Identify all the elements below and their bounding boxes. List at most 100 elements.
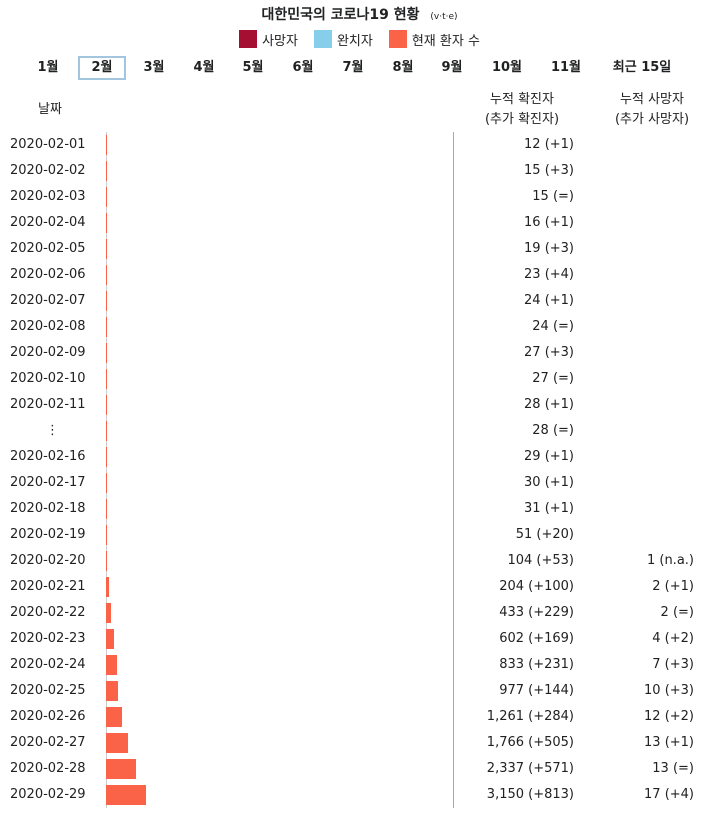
bar-active (106, 681, 119, 701)
tab-month-5[interactable]: 5월 (242, 60, 264, 75)
deaths-label (600, 392, 694, 418)
table-row: 2020-02-23 602 (+169) 4 (+2) (0, 626, 719, 652)
bar-group (106, 135, 107, 155)
cases-label: 31 (+1) (524, 501, 574, 516)
table-row: ⋮ 28 (=) (0, 418, 719, 444)
bar-group (106, 447, 107, 467)
table-row: 2020-02-26 1,261 (+284) 12 (+2) (0, 704, 719, 730)
cases-label: 19 (+3) (524, 241, 574, 256)
view-link[interactable]: v (433, 12, 440, 22)
legend-label-recovered: 완치자 (336, 33, 373, 49)
bar-group (106, 655, 117, 675)
bar-group (106, 603, 112, 623)
tab-month-11[interactable]: 11월 (550, 60, 582, 75)
deaths-label (600, 158, 694, 184)
bar-active (106, 733, 129, 753)
row-date: 2020-02-23 (10, 631, 86, 646)
row-date: 2020-02-07 (10, 293, 86, 308)
tab-month-8[interactable]: 8월 (392, 60, 414, 75)
tab-month-10[interactable]: 10월 (491, 60, 523, 75)
bar-active (106, 213, 107, 233)
column-separator (453, 132, 454, 808)
bar-group (106, 213, 107, 233)
cases-label: 2,337 (+571) (486, 761, 574, 776)
deaths-label: 4 (+2) (652, 631, 694, 646)
tab-month-2[interactable]: 2월 (78, 56, 126, 80)
bar-group (106, 681, 119, 701)
bar-group (106, 239, 107, 259)
deaths-label: 1 (n.a.) (646, 553, 694, 568)
bar-group (106, 525, 107, 545)
legend-swatch-active (388, 30, 407, 48)
row-date: 2020-02-21 (10, 579, 86, 594)
header-deaths-line2: (추가 사망자) (614, 112, 690, 127)
bar-active (106, 499, 107, 519)
bar-group (106, 499, 107, 519)
table-row: 2020-02-01 12 (+1) (0, 132, 719, 158)
vte-links: (v·t·e) (430, 12, 458, 22)
legend-item-deaths: 사망자 (239, 30, 298, 49)
row-date: 2020-02-11 (10, 397, 86, 412)
header-date: 날짜 (38, 102, 62, 117)
month-tabs: 1월 2월 3월 4월 5월 6월 7월 8월 9월 10월 11월 최근 15… (0, 56, 719, 82)
deaths-label (600, 366, 694, 392)
table-row: 2020-02-04 16 (+1) (0, 210, 719, 236)
table-row: 2020-02-21 204 (+100) 2 (+1) (0, 574, 719, 600)
tab-month-7[interactable]: 7월 (342, 60, 364, 75)
row-date: 2020-02-19 (10, 527, 86, 542)
bar-active (106, 421, 107, 441)
bar-active (106, 551, 108, 571)
bar-active (106, 161, 107, 181)
tab-recent-15-days[interactable]: 최근 15일 (612, 60, 672, 75)
deaths-label: 2 (+1) (652, 579, 694, 594)
bar-group (106, 577, 109, 597)
deaths-label (600, 132, 694, 158)
table-row: 2020-02-10 27 (=) (0, 366, 719, 392)
row-date: 2020-02-29 (10, 787, 86, 802)
row-date: 2020-02-02 (10, 163, 86, 178)
talk-link[interactable]: t (442, 12, 446, 22)
bar-active (106, 603, 112, 623)
table-row: 2020-02-24 833 (+231) 7 (+3) (0, 652, 719, 678)
row-date: ⋮ (46, 423, 59, 438)
legend-swatch-deaths (239, 30, 258, 48)
tab-month-9[interactable]: 9월 (441, 60, 463, 75)
cases-label: 977 (+144) (499, 683, 574, 698)
legend-item-recovered: 완치자 (313, 30, 373, 49)
legend-item-active: 현재 환자 수 (388, 30, 480, 49)
cases-label: 16 (+1) (524, 215, 574, 230)
cases-label: 602 (+169) (499, 631, 574, 646)
bar-active (106, 265, 107, 285)
bar-group (106, 161, 107, 181)
cases-label: 3,150 (+813) (486, 787, 574, 802)
cases-label: 12 (+1) (524, 137, 574, 152)
bar-active (106, 473, 107, 493)
table-row: 2020-02-20 104 (+53) 1 (n.a.) (0, 548, 719, 574)
bar-group (106, 551, 108, 571)
tab-month-4[interactable]: 4월 (193, 60, 215, 75)
edit-link[interactable]: e (448, 12, 455, 22)
tab-month-6[interactable]: 6월 (292, 60, 314, 75)
table-row: 2020-02-28 2,337 (+571) 13 (=) (0, 756, 719, 782)
bar-active (106, 369, 107, 389)
deaths-label: 12 (+2) (644, 709, 694, 724)
table-row: 2020-02-17 30 (+1) (0, 470, 719, 496)
cases-label: 27 (=) (532, 371, 574, 386)
cases-label: 24 (=) (532, 319, 574, 334)
bar-group (106, 395, 107, 415)
deaths-label (600, 470, 694, 496)
deaths-label: 2 (=) (660, 605, 694, 620)
cases-label: 104 (+53) (507, 553, 574, 568)
table-row: 2020-02-27 1,766 (+505) 13 (+1) (0, 730, 719, 756)
bar-axis-line (106, 132, 107, 808)
deaths-label (600, 262, 694, 288)
tab-month-1[interactable]: 1월 (37, 60, 59, 75)
cases-label: 51 (+20) (515, 527, 574, 542)
bar-group (106, 473, 107, 493)
cases-label: 27 (+3) (524, 345, 574, 360)
tab-month-3[interactable]: 3월 (143, 60, 165, 75)
bar-active (106, 239, 107, 259)
deaths-label (600, 314, 694, 340)
bar-group (106, 785, 146, 805)
deaths-label: 17 (+4) (644, 787, 694, 802)
